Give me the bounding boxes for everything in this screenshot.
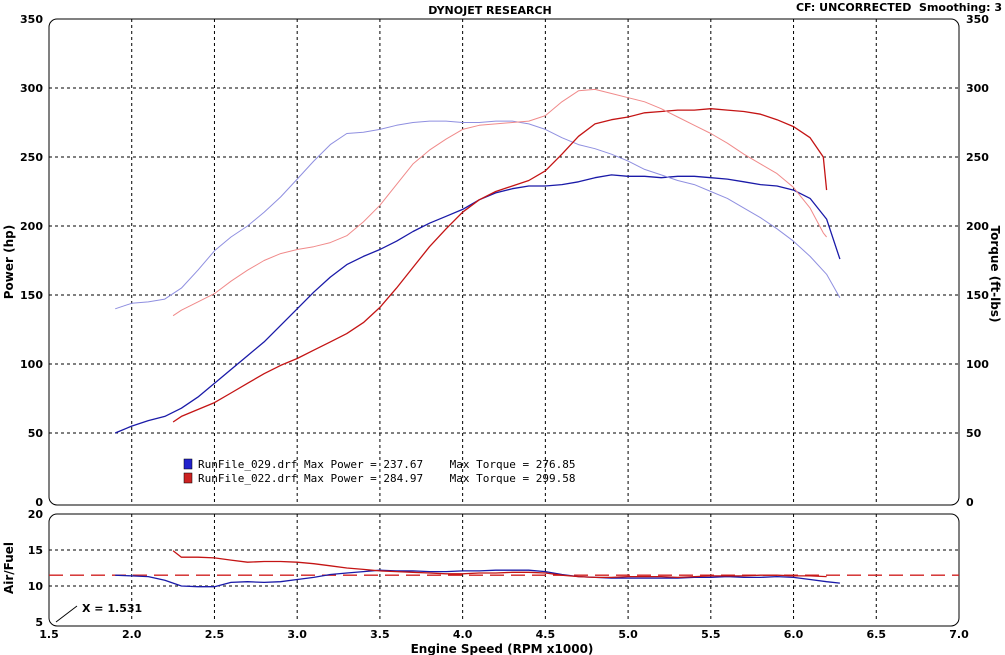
y-tick-label-power: 200	[20, 220, 43, 233]
chart-title: DYNOJET RESEARCH	[428, 4, 551, 17]
x-tick-label: 6.5	[867, 628, 887, 641]
y2-tick-label-torque: 50	[966, 427, 982, 440]
x-tick-label: 3.5	[370, 628, 390, 641]
series-runfile-022-drf-power	[172, 108, 828, 423]
main-series-group	[114, 88, 841, 434]
series-runfile-029-drf-power	[114, 174, 841, 434]
y-tick-label-power: 100	[20, 358, 43, 371]
y-tick-label-power: 300	[20, 82, 43, 95]
x-tick-label: 4.5	[536, 628, 556, 641]
y-tick-label-afr: 15	[28, 544, 43, 557]
afr-series-runfile-022-drf	[172, 550, 827, 579]
y2-tick-label-torque: 200	[966, 220, 989, 233]
y2-tick-label-torque: 350	[966, 13, 989, 26]
series-runfile-022-drf-torque	[172, 88, 827, 317]
main-plot-frame	[48, 18, 960, 506]
cursor-pointer-line	[55, 605, 78, 623]
x-tick-label: 6.0	[784, 628, 804, 641]
y-tick-label-afr: 20	[28, 508, 44, 521]
x-tick-label: 7.0	[949, 628, 969, 641]
main-grid	[49, 19, 959, 502]
y-axis-title-power: Power (hp)	[2, 225, 16, 299]
y2-tick-label-torque: 300	[966, 82, 989, 95]
y2-tick-label-torque: 150	[966, 289, 989, 302]
y-tick-label-power: 150	[20, 289, 43, 302]
afr-plot-frame	[48, 513, 960, 627]
y-axis-title-afr: Air/Fuel	[2, 542, 16, 594]
y2-tick-label-torque: 100	[966, 358, 989, 371]
x-tick-label: 5.0	[618, 628, 638, 641]
cursor-readout-text: X = 1.531	[82, 602, 142, 615]
x-tick-label: 2.0	[122, 628, 142, 641]
afr-grid	[49, 514, 959, 622]
y-tick-label-afr: 5	[35, 616, 43, 629]
legend-swatch-run029	[183, 458, 193, 470]
x-axis-title: Engine Speed (RPM x1000)	[411, 642, 594, 655]
correction-factor-label: CF: UNCORRECTED Smoothing: 3	[796, 1, 1002, 14]
y-tick-label-power: 0	[35, 496, 43, 509]
x-tick-label: 4.0	[453, 628, 473, 641]
x-tick-label: 3.0	[287, 628, 307, 641]
x-tick-label: 5.5	[701, 628, 721, 641]
y2-tick-label-torque: 250	[966, 151, 989, 164]
legend-swatch-run022	[183, 472, 193, 484]
legend-entry-run022: RunFile_022.drf Max Power = 284.97 Max T…	[198, 472, 576, 485]
legend: RunFile_029.drf Max Power = 237.67 Max T…	[183, 458, 576, 485]
y2-tick-label-torque: 0	[966, 496, 974, 509]
y-tick-label-power: 250	[20, 151, 43, 164]
y-tick-label-power: 350	[20, 13, 43, 26]
y-tick-label-power: 50	[28, 427, 44, 440]
afr-series-runfile-029-drf	[115, 569, 840, 588]
cursor-readout: X = 1.531	[55, 602, 142, 623]
y2-axis-title-torque: Torque (ft-lbs)	[988, 226, 1002, 323]
legend-entry-run029: RunFile_029.drf Max Power = 237.67 Max T…	[198, 458, 576, 471]
afr-series-group	[49, 550, 959, 588]
series-runfile-029-drf-torque	[115, 120, 841, 310]
x-tick-label: 1.5	[39, 628, 59, 641]
tick-labels: 1.5 2.0 2.5 3.0 3.5 4.0 4.5 5.0 5.5 6.0 6.5 7.00501…	[20, 13, 989, 641]
y-tick-label-afr: 10	[28, 580, 44, 593]
x-tick-label: 2.5	[205, 628, 225, 641]
